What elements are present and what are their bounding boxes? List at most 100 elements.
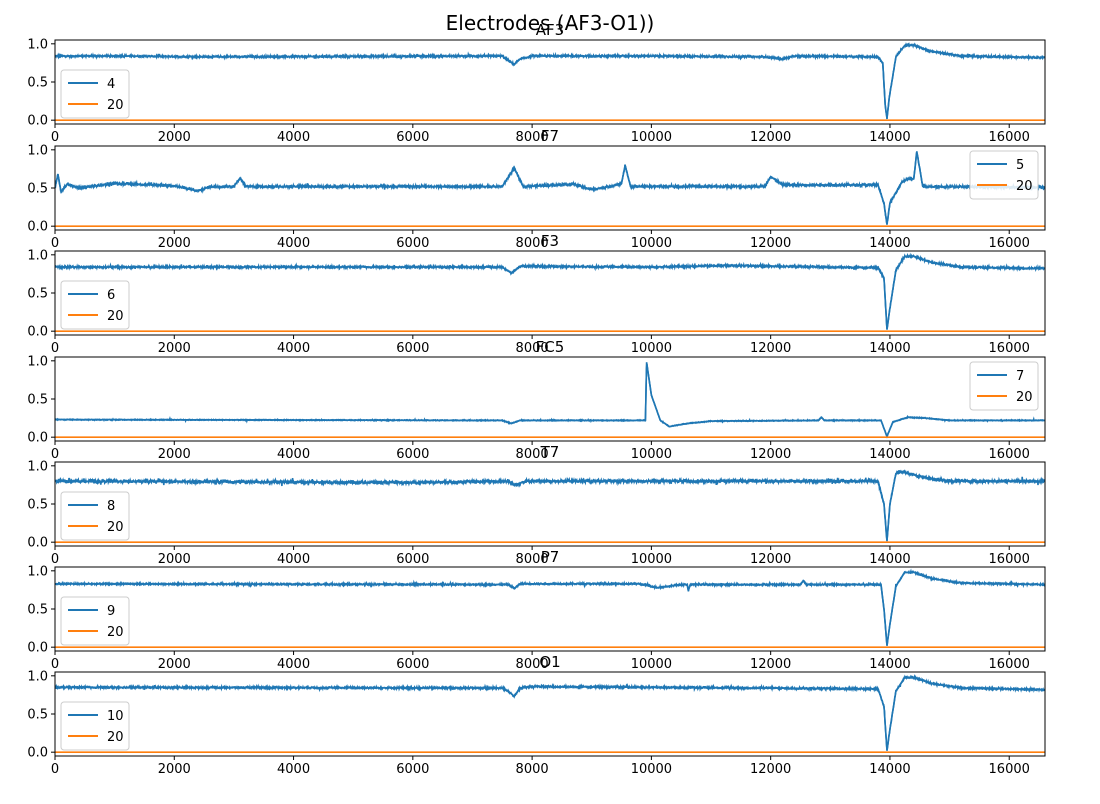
x-tick-label: 14000 — [869, 552, 910, 567]
x-tick-label: 6000 — [396, 130, 429, 145]
legend-label: 7 — [1016, 369, 1024, 384]
x-tick-label: 10000 — [631, 552, 672, 567]
y-tick-label: 0.0 — [27, 746, 48, 761]
y-tick-label: 0.0 — [27, 325, 48, 340]
x-tick-label: 12000 — [750, 447, 791, 462]
legend: 720 — [969, 361, 1039, 411]
y-tick-label: 0.0 — [27, 114, 48, 129]
axes-frame — [54, 356, 1046, 442]
y-tick-label: 0.5 — [27, 603, 48, 618]
axes-frame — [54, 671, 1046, 757]
series-line-5-features — [55, 151, 1045, 225]
y-tick-label: 0.5 — [27, 287, 48, 302]
legend-label: 6 — [107, 288, 115, 303]
x-tick-label: 14000 — [869, 762, 910, 777]
y-tick-label: 0.0 — [27, 220, 48, 235]
subplot-f3: 0 2000 4000 6000 8000 10000 12000 14000 16000 0.0… — [27, 232, 1046, 356]
legend-label: 10 — [107, 709, 124, 724]
x-tick-label: 8000 — [516, 236, 549, 251]
x-tick-label: 4000 — [277, 447, 310, 462]
x-tick-label: 16000 — [989, 236, 1030, 251]
x-tick-label: 6000 — [396, 236, 429, 251]
x-tick-label: 2000 — [158, 447, 191, 462]
series-line-7 — [55, 363, 1045, 439]
x-tick-label: 0 — [51, 657, 59, 672]
subplot-title: P7 — [541, 548, 560, 566]
x-tick-label: 4000 — [277, 236, 310, 251]
x-tick-label: 8000 — [516, 447, 549, 462]
y-tick-label: 1.0 — [27, 143, 48, 158]
figure-title: Electrodes (AF3-O1)) — [445, 11, 655, 35]
x-tick-label: 4000 — [277, 762, 310, 777]
legend: 420 — [60, 69, 130, 119]
x-tick-label: 14000 — [869, 236, 910, 251]
x-tick-label: 10000 — [631, 762, 672, 777]
subplot-title: O1 — [539, 653, 560, 671]
x-tick-label: 16000 — [989, 130, 1030, 145]
subplot-title: F7 — [541, 127, 559, 145]
x-tick-label: 2000 — [158, 236, 191, 251]
x-tick-label: 2000 — [158, 341, 191, 356]
y-tick-label: 1.0 — [27, 354, 48, 369]
x-tick-label: 6000 — [396, 447, 429, 462]
x-tick-label: 14000 — [869, 341, 910, 356]
x-tick-label: 6000 — [396, 762, 429, 777]
y-tick-label: 0.5 — [27, 498, 48, 513]
legend-label: 20 — [107, 520, 124, 535]
x-tick-label: 12000 — [750, 762, 791, 777]
series-line-9 — [55, 568, 1045, 646]
y-tick-label: 1.0 — [27, 248, 48, 263]
x-tick-label: 2000 — [158, 130, 191, 145]
legend: 620 — [60, 280, 130, 330]
legend-label: 20 — [1016, 179, 1033, 194]
x-tick-label: 8000 — [516, 341, 549, 356]
x-tick-label: 10000 — [631, 341, 672, 356]
x-tick-label: 8000 — [516, 552, 549, 567]
x-tick-label: 10000 — [631, 447, 672, 462]
subplot-t7: 0 2000 4000 6000 8000 10000 12000 14000 16000 0.0… — [27, 443, 1046, 567]
x-tick-label: 12000 — [750, 130, 791, 145]
axes-frame — [54, 250, 1046, 336]
legend: 820 — [60, 491, 130, 541]
x-tick-label: 16000 — [989, 762, 1030, 777]
x-tick-label: 10000 — [631, 657, 672, 672]
x-tick-label: 16000 — [989, 341, 1030, 356]
y-tick-label: 0.0 — [27, 536, 48, 551]
subplot-af3: 0 2000 4000 6000 8000 10000 12000 14000 16000 0.0… — [27, 21, 1046, 145]
series-line-10 — [55, 673, 1045, 751]
y-tick-label: 1.0 — [27, 459, 48, 474]
x-tick-label: 0 — [51, 130, 59, 145]
legend-label: 20 — [107, 309, 124, 324]
x-tick-label: 12000 — [750, 341, 791, 356]
y-tick-label: 0.5 — [27, 182, 48, 197]
x-tick-label: 14000 — [869, 130, 910, 145]
x-tick-label: 16000 — [989, 447, 1030, 462]
series-line-8 — [55, 469, 1045, 542]
series-line-4 — [55, 42, 1045, 120]
y-tick-label: 0.0 — [27, 431, 48, 446]
legend-label: 20 — [107, 98, 124, 113]
x-tick-label: 16000 — [989, 657, 1030, 672]
y-tick-label: 1.0 — [27, 564, 48, 579]
x-tick-label: 0 — [51, 341, 59, 356]
x-tick-label: 12000 — [750, 236, 791, 251]
x-tick-label: 4000 — [277, 657, 310, 672]
x-tick-label: 10000 — [631, 130, 672, 145]
axes-frame — [54, 39, 1046, 125]
y-tick-label: 1.0 — [27, 37, 48, 52]
legend-label: 4 — [107, 77, 115, 92]
x-tick-label: 12000 — [750, 552, 791, 567]
x-tick-label: 12000 — [750, 657, 791, 672]
x-tick-label: 8000 — [516, 657, 549, 672]
y-tick-label: 0.5 — [27, 76, 48, 91]
legend-label: 5 — [1016, 158, 1024, 173]
subplot-title: FC5 — [536, 338, 565, 356]
x-tick-label: 0 — [51, 236, 59, 251]
subplot-title: AF3 — [536, 21, 564, 39]
x-tick-label: 0 — [51, 447, 59, 462]
series-line-7-features — [55, 362, 1045, 439]
x-tick-label: 16000 — [989, 552, 1030, 567]
legend-label: 20 — [107, 625, 124, 640]
